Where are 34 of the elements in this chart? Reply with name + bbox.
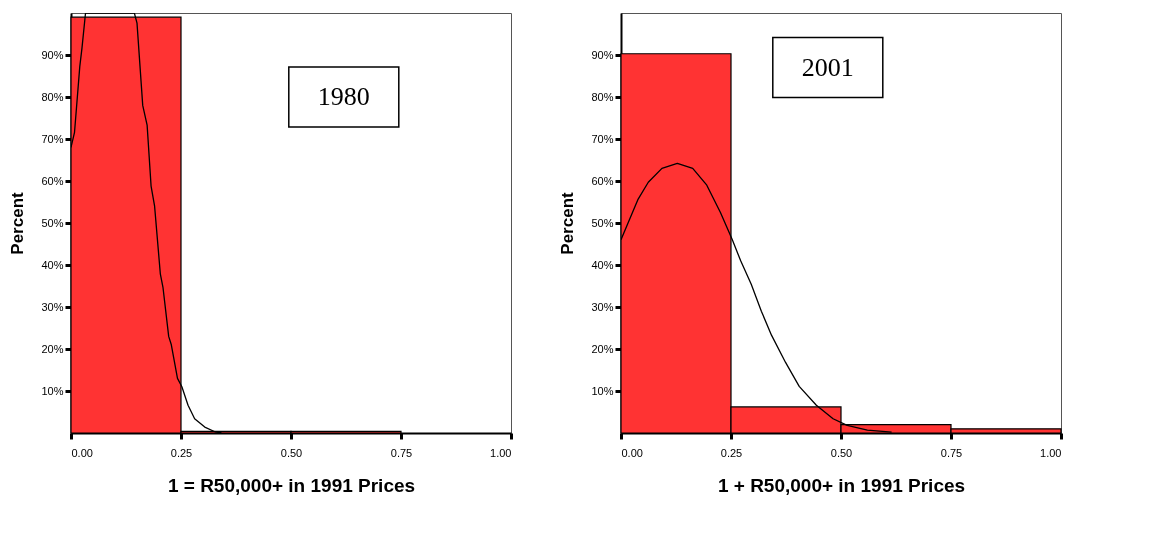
x-tick-label: 0.50 bbox=[830, 446, 853, 459]
y-tick-label: 20% bbox=[591, 342, 614, 355]
y-tick-label: 60% bbox=[591, 174, 614, 187]
x-tick-label: 0.50 bbox=[280, 446, 303, 459]
y-tick-label: 80% bbox=[591, 90, 614, 103]
y-tick-label: 40% bbox=[591, 258, 614, 271]
y-tick-label: 80% bbox=[41, 90, 64, 103]
y-tick-label: 90% bbox=[591, 48, 614, 61]
y-tick-label: 90% bbox=[41, 48, 64, 61]
y-tick-label: 30% bbox=[591, 300, 614, 313]
y-tick-label: 30% bbox=[41, 300, 64, 313]
annotation: 2001 bbox=[801, 52, 854, 82]
y-axis-title: Percent bbox=[558, 191, 578, 255]
x-tick-label: 0.00 bbox=[621, 446, 643, 459]
x-axis-title: 1 = R50,000+ in 1991 Prices bbox=[167, 474, 416, 496]
x-tick-label: 0.75 bbox=[940, 446, 963, 459]
x-axis-title: 1 + R50,000+ in 1991 Prices bbox=[717, 474, 966, 496]
x-tick-label: 1.00 bbox=[490, 446, 512, 459]
y-tick-label: 20% bbox=[41, 342, 64, 355]
y-tick-label: 40% bbox=[41, 258, 64, 271]
y-tick-label: 70% bbox=[591, 132, 614, 145]
x-tick-label: 0.00 bbox=[71, 446, 93, 459]
y-axis-title: Percent bbox=[8, 191, 28, 255]
x-tick-label: 0.25 bbox=[170, 446, 193, 459]
annotation: 1980 bbox=[317, 82, 370, 111]
x-tick-label: 1.00 bbox=[1040, 446, 1062, 459]
y-tick-label: 10% bbox=[41, 384, 64, 397]
y-tick-label: 70% bbox=[41, 132, 64, 145]
y-tick-label: 10% bbox=[591, 384, 614, 397]
x-tick-label: 0.75 bbox=[390, 446, 413, 459]
y-tick-label: 50% bbox=[591, 216, 614, 229]
x-tick-label: 0.25 bbox=[720, 446, 743, 459]
y-tick-label: 50% bbox=[41, 216, 64, 229]
y-tick-label: 60% bbox=[41, 174, 64, 187]
